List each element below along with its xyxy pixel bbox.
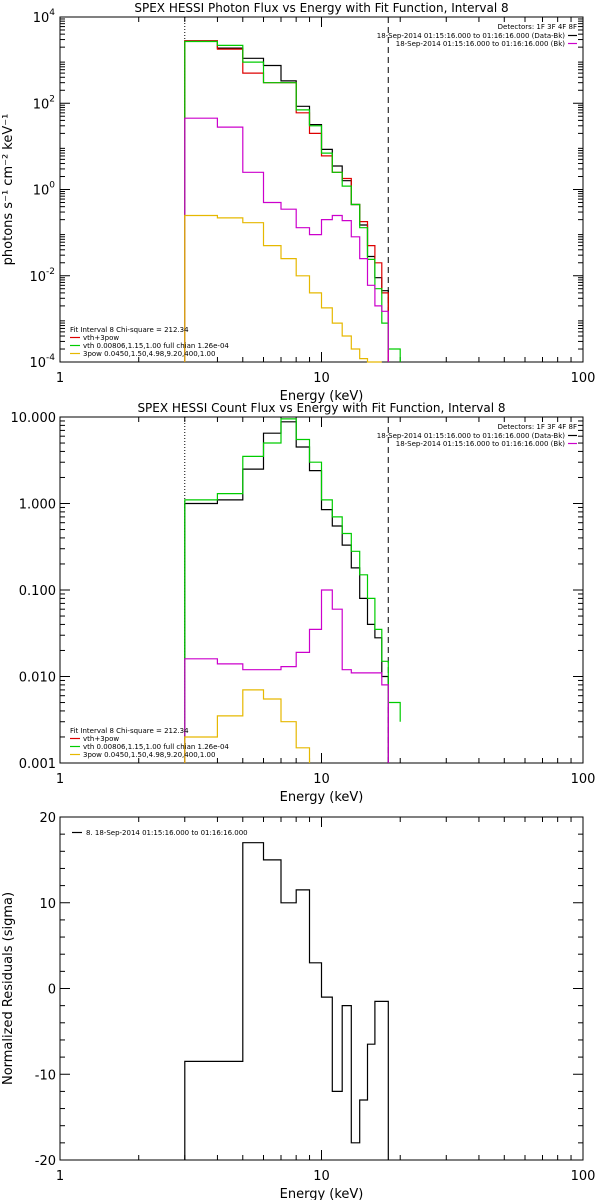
legend-entry-label: vth 0.00806,1.15,1.00 full chian 1.26e-0… (83, 743, 229, 751)
y-tick-exponent: -4 (46, 353, 55, 363)
x-axis-label: Energy (keV) (280, 389, 364, 404)
y-tick-label: 0.010 (19, 671, 56, 686)
series-line-vth (184, 40, 401, 362)
x-tick-label: 10 (313, 371, 330, 386)
y-tick-label: 102 (33, 94, 55, 112)
x-tick-label: 10 (313, 1169, 330, 1184)
legend-header: Fit Interval 8 Chi-square = 212.34 (70, 326, 189, 334)
x-tick-label: 100 (571, 1169, 596, 1184)
legend-top-left: 8. 18-Sep-2014 01:15:16.000 to 01:16:16.… (72, 829, 248, 837)
y-tick-label: -10 (35, 1068, 56, 1083)
chart-panel-3: 1 10 100 Energy (keV) -20 -10 0 10 20 Normalized … (1, 811, 596, 1202)
legend-entry-label: vth+3pow (83, 334, 119, 342)
legend-bottom-left: Fit Interval 8 Chi-square = 212.34vth+3p… (70, 727, 229, 759)
y-tick-base: 10 (33, 184, 50, 199)
y-tick-label: 0.100 (19, 584, 56, 599)
y-tick-base: 10 (33, 11, 50, 26)
legend-bottom-left: Fit Interval 8 Chi-square = 212.34vth+3p… (70, 326, 229, 358)
y-tick-label: 0 (48, 983, 56, 998)
chart-panel-1: SPEX HESSI Photon Flux vs Energy with Fi… (1, 1, 595, 404)
legend-entry-label: 18-Sep-2014 01:15:16.000 to 01:16:16.000… (396, 40, 566, 48)
y-tick-label: 10-4 (29, 353, 55, 371)
y-tick-base: 10 (33, 97, 50, 112)
y-tick-exponent: 0 (49, 181, 55, 191)
y-tick-label: -20 (35, 1154, 56, 1169)
y-tick-exponent: -2 (46, 267, 55, 277)
series-line-data-bk (184, 40, 389, 362)
x-tick-label: 100 (571, 371, 596, 386)
y-tick-label: 10.000 (11, 411, 57, 426)
legend-entry-label: 3pow 0.0450,1.50,4.98,9.20,400,1.00 (83, 350, 215, 358)
x-axis-label: Energy (keV) (280, 1187, 364, 1200)
legend-entry-label: vth 0.00806,1.15,1.00 full chian 1.26e-0… (83, 342, 229, 350)
legend-entry-label: vth+3pow (83, 735, 119, 743)
y-tick-label: 20 (39, 811, 56, 826)
legend-header: Detectors: 1F 3F 4F 8F (498, 23, 577, 31)
series-line-3pow (184, 689, 311, 763)
y-axis-label: Normalized Residuals (sigma) (1, 892, 16, 1085)
y-tick-exponent: 2 (49, 94, 55, 104)
series-line-8-18-sep-2014-01-15-16-000-to-01-16-16-000 (184, 842, 389, 1160)
chart-panel-2: SPEX HESSI Count Flux vs Energy with Fit… (11, 401, 596, 805)
series-line-3pow (184, 214, 382, 363)
y-axis-label: photons s⁻¹ cm⁻² keV⁻¹ (1, 114, 16, 266)
plot-frame (59, 16, 584, 363)
series-line-bk (184, 117, 389, 362)
x-axis-label: Energy (keV) (280, 790, 364, 805)
legend-entry-label: 3pow 0.0450,1.50,4.98,9.20,400,1.00 (83, 751, 215, 759)
chart-title: SPEX HESSI Photon Flux vs Energy with Fi… (134, 1, 508, 15)
legend-header: Fit Interval 8 Chi-square = 212.34 (70, 727, 189, 735)
x-tick-label: 1 (56, 772, 64, 787)
series-line-vth-3pow (184, 40, 389, 362)
y-tick-label: 104 (33, 8, 56, 26)
y-tick-label: 100 (33, 181, 56, 199)
legend-entry-label: 18-Sep-2014 01:15:16.000 to 01:16:16.000… (377, 432, 566, 440)
chart-title: SPEX HESSI Count Flux vs Energy with Fit… (137, 401, 505, 415)
legend-entry-label: 8. 18-Sep-2014 01:15:16.000 to 01:16:16.… (86, 829, 248, 837)
x-tick-label: 100 (571, 772, 596, 787)
y-tick-base: 10 (29, 270, 46, 285)
y-tick-label: 10-2 (29, 267, 55, 285)
x-tick-label: 1 (56, 1169, 64, 1184)
x-tick-label: 1 (56, 371, 64, 386)
series-line-vth (184, 418, 401, 763)
legend-entry-label: 18-Sep-2014 01:15:16.000 to 01:16:16.000… (377, 32, 566, 40)
legend-header: Detectors: 1F 3F 4F 8F (498, 423, 577, 431)
y-tick-label: 10 (39, 897, 56, 912)
series-line-bk (184, 589, 389, 763)
y-tick-exponent: 4 (49, 8, 55, 18)
y-tick-base: 10 (29, 356, 46, 371)
y-tick-label: 1.000 (19, 498, 56, 513)
x-tick-label: 10 (313, 772, 330, 787)
y-tick-label: 0.001 (19, 757, 56, 772)
legend-entry-label: 18-Sep-2014 01:15:16.000 to 01:16:16.000… (396, 440, 566, 448)
series-line-data-bk (184, 421, 389, 763)
